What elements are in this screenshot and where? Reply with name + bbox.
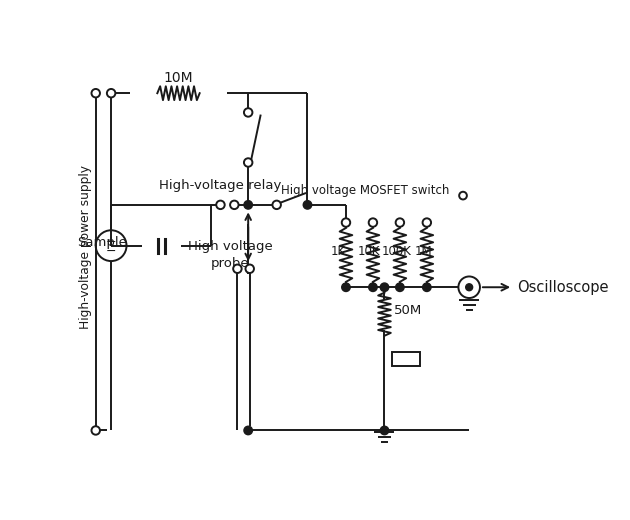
Circle shape bbox=[381, 426, 389, 435]
Circle shape bbox=[466, 284, 472, 291]
Text: −: − bbox=[106, 244, 117, 257]
Circle shape bbox=[230, 201, 239, 209]
Circle shape bbox=[91, 426, 100, 435]
Text: Sample: Sample bbox=[77, 236, 127, 249]
Text: 1M: 1M bbox=[415, 244, 432, 257]
Circle shape bbox=[459, 277, 480, 298]
Text: 10M: 10M bbox=[164, 71, 193, 85]
Circle shape bbox=[246, 265, 254, 273]
Circle shape bbox=[396, 283, 404, 292]
Circle shape bbox=[423, 283, 431, 292]
Circle shape bbox=[272, 201, 281, 209]
Text: High voltage MOSFET switch: High voltage MOSFET switch bbox=[280, 184, 449, 197]
Circle shape bbox=[233, 265, 242, 273]
Text: High voltage
probe: High voltage probe bbox=[188, 240, 273, 270]
Circle shape bbox=[369, 218, 377, 227]
Circle shape bbox=[244, 201, 253, 209]
Circle shape bbox=[244, 426, 253, 435]
Text: 1K: 1K bbox=[331, 244, 346, 257]
Circle shape bbox=[369, 283, 377, 292]
Text: 50M: 50M bbox=[394, 304, 422, 317]
Text: Oscilloscope: Oscilloscope bbox=[517, 280, 609, 295]
Circle shape bbox=[341, 218, 350, 227]
Circle shape bbox=[244, 108, 253, 116]
Bar bbox=[392, 352, 420, 366]
Circle shape bbox=[244, 158, 253, 167]
Text: 100K: 100K bbox=[381, 244, 411, 257]
Circle shape bbox=[107, 89, 115, 97]
Circle shape bbox=[396, 218, 404, 227]
Circle shape bbox=[303, 201, 312, 209]
Circle shape bbox=[459, 192, 467, 200]
Text: High-voltage relay: High-voltage relay bbox=[159, 179, 281, 192]
Text: +: + bbox=[106, 235, 117, 248]
Circle shape bbox=[216, 201, 225, 209]
Text: High-voltage power supply: High-voltage power supply bbox=[79, 165, 92, 329]
Text: 10K: 10K bbox=[358, 244, 380, 257]
Circle shape bbox=[341, 283, 350, 292]
Circle shape bbox=[423, 218, 431, 227]
Circle shape bbox=[381, 283, 389, 292]
Circle shape bbox=[91, 89, 100, 97]
